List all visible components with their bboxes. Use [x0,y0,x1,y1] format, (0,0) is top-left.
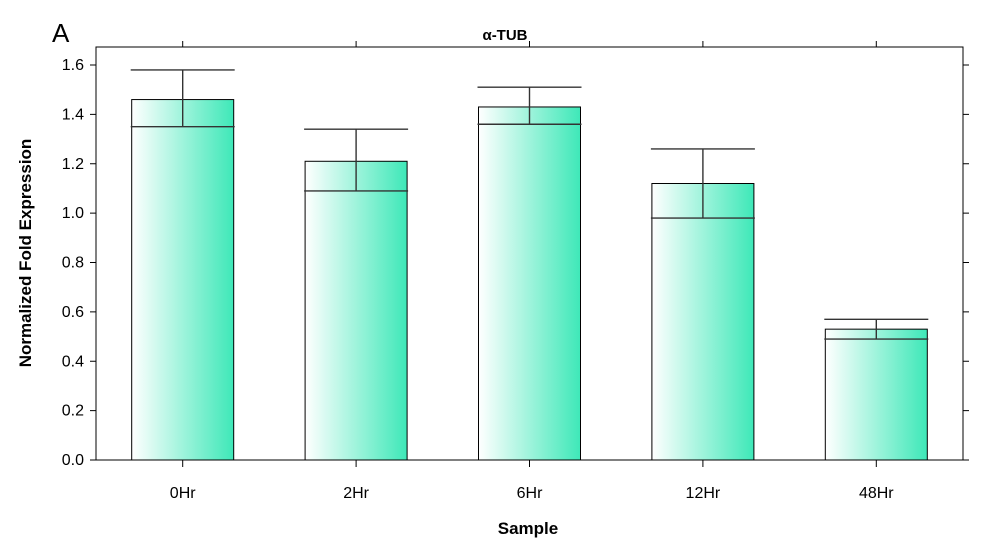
panel-letter: A [52,18,70,48]
x-tick-label: 0Hr [170,485,196,502]
bars-group [131,99,928,461]
bar-48hr [824,328,928,461]
y-tick-label: 0.4 [62,353,84,370]
y-tick-label: 0.6 [62,304,84,321]
y-tick-label: 1.4 [62,106,84,123]
y-tick-label: 0.8 [62,255,84,272]
x-axis: 0Hr 2Hr 6Hr 12Hr 48Hr [170,41,894,502]
bar-6hr [478,106,581,461]
y-axis: 0.0 0.2 0.4 0.6 0.8 1.0 1.2 1.4 1.6 [62,57,969,469]
bar-2hr [304,160,408,461]
y-tick-label: 0.0 [62,452,84,469]
y-tick-label: 0.2 [62,403,84,420]
y-axis-label: Normalized Fold Expression [16,139,35,368]
x-tick-label: 6Hr [517,485,543,502]
x-tick-label: 12Hr [686,485,721,502]
bar-12hr [651,183,755,461]
chart-title: α-TUB [482,27,527,44]
y-tick-label: 1.0 [62,205,84,222]
x-tick-label: 2Hr [343,485,369,502]
bar-0hr [131,99,235,461]
x-axis-label: Sample [498,519,558,538]
y-tick-label: 1.2 [62,156,84,173]
error-bars-group [130,69,929,340]
y-tick-label: 1.6 [62,57,84,74]
x-tick-label: 48Hr [859,485,894,502]
